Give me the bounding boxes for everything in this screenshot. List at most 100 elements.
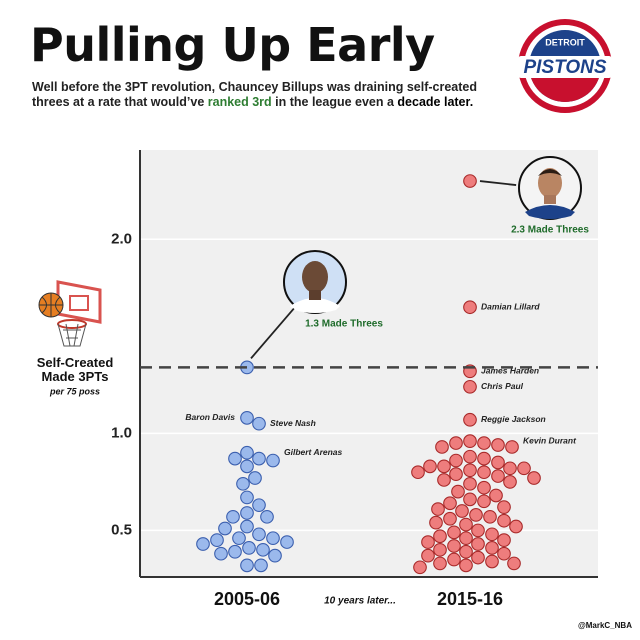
- data-point: [497, 500, 511, 514]
- data-point: [437, 473, 451, 487]
- data-point: [491, 438, 505, 452]
- y-tick-label: 1.0: [111, 424, 132, 441]
- data-point: [240, 558, 254, 573]
- data-point: [443, 511, 457, 526]
- data-point: [463, 434, 477, 448]
- data-point: [463, 300, 477, 315]
- data-point: [471, 537, 485, 551]
- data-point: [497, 513, 511, 528]
- data-point: [437, 459, 451, 474]
- data-point: [451, 484, 465, 499]
- data-point: [242, 541, 256, 555]
- subtitle-emphasis: decade later.: [397, 95, 474, 109]
- data-point: [236, 476, 250, 491]
- point-label: Reggie Jackson: [481, 414, 546, 424]
- data-point: [218, 521, 232, 536]
- data-point: [228, 451, 242, 466]
- data-point: [449, 467, 463, 481]
- data-point: [477, 436, 491, 450]
- data-point: [477, 480, 491, 495]
- point-label: Steve Nash: [270, 418, 316, 428]
- data-point: [459, 544, 473, 559]
- data-point: [411, 465, 425, 480]
- data-point: [449, 453, 463, 468]
- data-point: [463, 412, 477, 427]
- point-label: Baron Davis: [185, 412, 235, 422]
- data-point: [463, 492, 477, 507]
- headshot: [518, 156, 582, 220]
- data-point: [471, 523, 485, 538]
- data-point: [463, 463, 477, 478]
- data-point: [459, 517, 473, 532]
- data-point: [503, 475, 517, 489]
- point-label: James Harden: [481, 366, 539, 376]
- data-point: [433, 556, 447, 571]
- data-point: [266, 531, 280, 546]
- y-axis-label: Self-Created Made 3PTs: [37, 355, 114, 384]
- data-point: [463, 174, 477, 188]
- callout-label: 2.3 Made Threes: [511, 225, 589, 236]
- data-point: [471, 550, 485, 565]
- data-point: [517, 461, 531, 476]
- data-point: [210, 533, 224, 547]
- data-point: [435, 440, 449, 454]
- data-point: [252, 416, 266, 431]
- data-point: [214, 546, 228, 561]
- grid: [140, 238, 598, 532]
- data-point: [254, 558, 268, 573]
- logo-top: DETROIT: [545, 37, 585, 47]
- data-point: [497, 546, 511, 561]
- data-point: [447, 552, 461, 567]
- data-point: [447, 539, 461, 553]
- data-point: [469, 508, 483, 522]
- chart-subtitle: Well before the 3PT revolution, Chauncey…: [32, 80, 502, 110]
- headshot: [283, 250, 347, 314]
- data-point: [431, 502, 445, 516]
- data-point: [232, 531, 246, 546]
- point-label: Chris Paul: [481, 381, 524, 391]
- data-point: [503, 461, 517, 476]
- data-point: [505, 440, 519, 454]
- x-tick-label: 2015-16: [437, 589, 503, 609]
- data-point: [256, 542, 270, 557]
- data-point: [477, 494, 491, 509]
- data-point: [421, 535, 435, 549]
- data-point: [240, 445, 254, 460]
- data-point: [433, 529, 447, 544]
- data-point: [248, 471, 262, 485]
- data-point: [226, 509, 240, 524]
- data-point: [483, 509, 497, 524]
- data-point: [463, 476, 477, 491]
- data-point: [268, 548, 282, 563]
- hoop-icon: [38, 280, 102, 347]
- data-point: [497, 533, 511, 547]
- data-point: [240, 459, 254, 474]
- callout-label: 1.3 Made Threes: [305, 319, 383, 330]
- data-point: [240, 490, 254, 505]
- data-point: [485, 554, 499, 569]
- data-point: [413, 560, 427, 575]
- point-label: Gilbert Arenas: [284, 447, 343, 457]
- chart-title: Pulling Up Early: [30, 18, 435, 72]
- data-point: [491, 455, 505, 470]
- logo-main: PISTONS: [523, 57, 606, 78]
- data-point: [252, 527, 266, 542]
- y-axis-sublabel: per 75 poss: [49, 386, 100, 396]
- team-logo: DETROIT PISTONS: [518, 19, 612, 113]
- data-point: [459, 531, 473, 546]
- subtitle-text: Well before the 3PT revolution, Chauncey…: [32, 80, 478, 109]
- data-point: [507, 556, 521, 571]
- x-tick-label: 2005-06: [214, 589, 280, 609]
- subtitle-highlight: ranked 3rd: [207, 95, 272, 109]
- credit: @MarkC_NBA: [578, 621, 632, 630]
- data-point: [260, 509, 274, 524]
- data-point: [433, 542, 447, 557]
- data-point: [421, 548, 435, 563]
- data-point: [463, 449, 477, 464]
- data-point: [252, 498, 266, 513]
- data-point: [240, 519, 254, 534]
- data-point: [489, 488, 503, 503]
- data-point: [509, 519, 523, 534]
- data-point: [240, 506, 254, 520]
